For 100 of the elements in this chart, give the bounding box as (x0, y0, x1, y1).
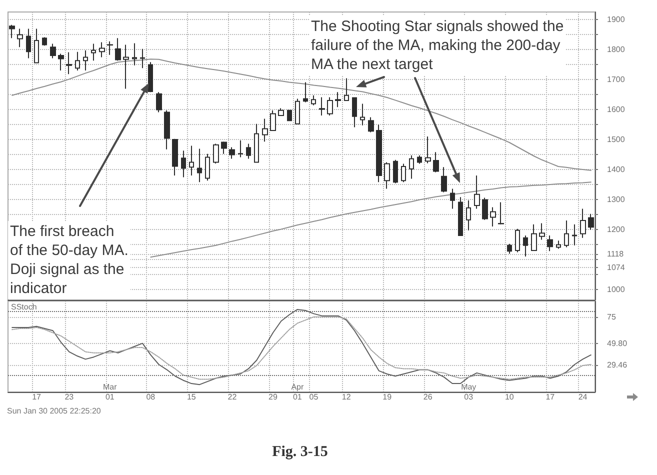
candlestick (75, 51, 80, 71)
candlestick (335, 92, 341, 108)
x-tick-label: 05 (309, 392, 319, 402)
candlestick (531, 224, 537, 251)
caption: Fig. 3-15 (272, 444, 328, 460)
candlestick (515, 228, 520, 253)
candlestick (433, 152, 439, 173)
candlestick (34, 28, 39, 64)
candlestick (9, 24, 15, 39)
candlestick (205, 153, 210, 182)
candlestick (580, 208, 586, 238)
line-series (12, 316, 592, 380)
candlestick (189, 145, 194, 176)
candlestick (507, 243, 512, 254)
candlestick (458, 196, 463, 236)
x-tick-label: 29 (268, 392, 278, 402)
y-tick-label: 1118 (607, 250, 624, 259)
candlestick (83, 50, 88, 71)
candlestick (523, 235, 528, 257)
candlestick (498, 202, 504, 225)
line-series (150, 182, 592, 258)
y-tick-label: 1074 (607, 262, 626, 272)
candlestick (588, 213, 594, 230)
x-tick-label: Apr 01 (291, 382, 304, 402)
candlestick (287, 110, 292, 122)
candlestick (319, 96, 325, 116)
candlestick (213, 143, 219, 164)
candlestick (564, 220, 569, 248)
candlestick (66, 52, 72, 75)
candlestick (156, 92, 162, 113)
candlestick (344, 78, 349, 101)
x-tick-label: 15 (186, 392, 196, 402)
x-tick-label: 26 (423, 392, 433, 402)
candlestick (132, 42, 137, 66)
candlestick (572, 224, 577, 246)
candlestick (311, 94, 316, 106)
candlestick (254, 123, 259, 163)
candlestick (238, 140, 243, 158)
x-tick-label: May 03 (461, 382, 476, 402)
candlestick (140, 48, 145, 69)
line-series (12, 58, 592, 171)
y-tick-label: 1600 (607, 105, 626, 114)
x-tick-label: 17 (546, 392, 556, 402)
x-tick-label: 19 (382, 392, 392, 402)
y-tick-label: 1900 (607, 15, 626, 24)
candlestick (58, 53, 64, 71)
candlestick (482, 197, 488, 220)
candlestick (262, 118, 268, 142)
candlestick (360, 103, 365, 126)
y-tick-label: 75 (607, 312, 616, 322)
candlestick (376, 124, 382, 183)
candlestick (229, 146, 235, 160)
y-tick-label: 29.46 (607, 360, 628, 370)
candlestick (197, 148, 202, 183)
candlestick (42, 36, 47, 46)
candlestick (115, 38, 121, 62)
candlestick (221, 141, 227, 154)
y-tick-label: 1800 (607, 45, 626, 54)
candlestick (441, 166, 447, 193)
candlestick (17, 28, 23, 48)
candlestick (409, 154, 414, 180)
candlestick (50, 43, 56, 59)
line-series (12, 308, 592, 386)
candlestick (246, 143, 251, 160)
candlestick (327, 96, 333, 116)
candlestick (425, 136, 431, 164)
candlestick (303, 82, 308, 103)
candlestick (547, 235, 553, 252)
x-tick-label: 17 (32, 392, 42, 402)
candlestick (417, 154, 422, 164)
text: Sun Jan 30 2005 22:25:20 (7, 406, 102, 416)
candlestick (295, 98, 300, 124)
annotation: The Shooting Star signals showed the failure of the MA, making the 200-day MA the next target (311, 18, 564, 73)
candlestick (181, 150, 186, 178)
candlestick (490, 206, 496, 227)
x-tick-label: 10 (504, 392, 514, 402)
candlestick (148, 62, 153, 93)
candlestick (474, 175, 480, 210)
candlestick (384, 162, 390, 190)
candlestick (556, 240, 561, 250)
candlestick (123, 44, 129, 90)
y-tick-label: 1300 (607, 195, 626, 204)
candlestick (99, 42, 105, 58)
candlestick (172, 138, 178, 176)
y-tick-label: 1700 (607, 75, 626, 84)
x-tick-label: 08 (146, 392, 156, 402)
y-tick-label: 1500 (607, 135, 626, 144)
x-tick-label: Mar 01 (103, 382, 118, 402)
y-tick-label: 1400 (607, 165, 626, 174)
y-tick-label: 1200 (607, 225, 626, 234)
candlestick (352, 96, 357, 128)
candlestick (450, 188, 455, 210)
candlestick (466, 200, 471, 231)
candlestick (270, 110, 276, 131)
candlestick (539, 222, 545, 240)
x-tick-label: 22 (228, 392, 238, 402)
candlestick (368, 116, 374, 133)
x-tick-label: 12 (342, 392, 352, 402)
candlestick (393, 159, 398, 184)
candlestick (26, 28, 31, 59)
